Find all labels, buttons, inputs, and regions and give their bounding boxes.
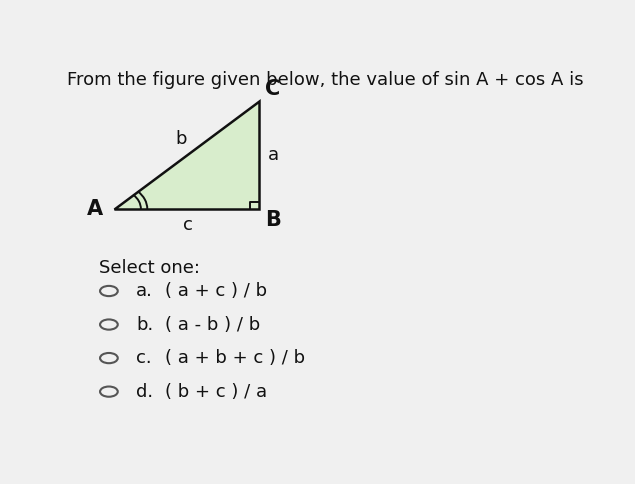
Text: a: a [268,146,279,164]
Text: A: A [87,199,103,219]
Text: d.: d. [136,383,153,401]
Text: ( a + c ) / b: ( a + c ) / b [166,282,267,300]
Text: b.: b. [136,316,153,333]
Text: c.: c. [136,349,152,367]
Text: Select one:: Select one: [99,259,200,277]
Text: B: B [265,210,281,230]
Polygon shape [114,101,259,209]
Text: ( b + c ) / a: ( b + c ) / a [166,383,267,401]
Text: ( a + b + c ) / b: ( a + b + c ) / b [166,349,305,367]
Text: b: b [175,130,187,148]
Text: C: C [265,79,281,99]
Text: From the figure given below, the value of sin A + cos A is: From the figure given below, the value o… [67,71,584,89]
Text: ( a - b ) / b: ( a - b ) / b [166,316,261,333]
Text: c: c [183,216,192,234]
Text: a.: a. [136,282,153,300]
